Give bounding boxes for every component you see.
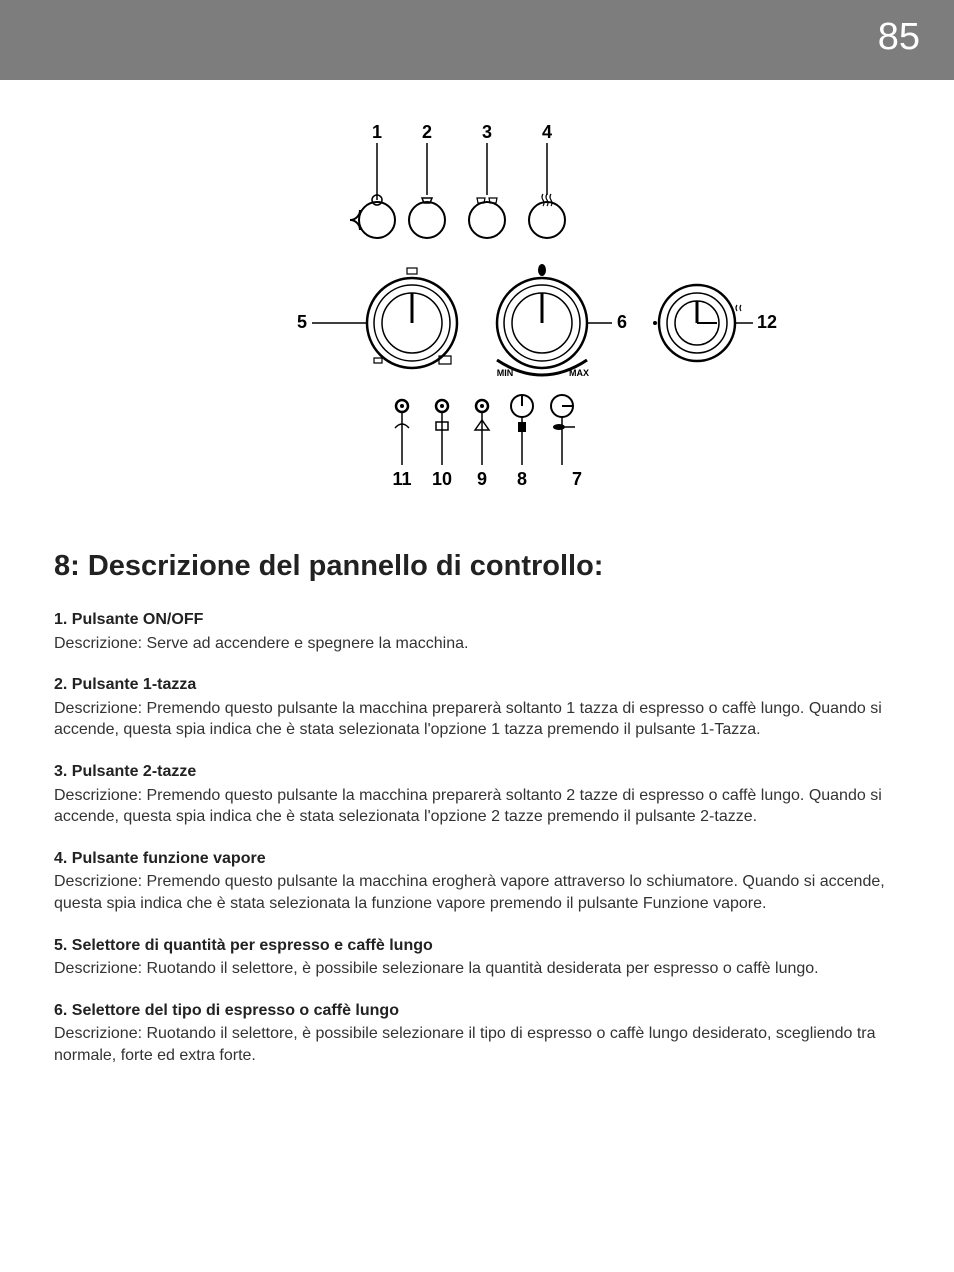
dial-steam-icon (653, 285, 741, 361)
item-3: 3. Pulsante 2-tazze Descrizione: Premend… (54, 761, 900, 828)
indicator-11-icon (395, 400, 409, 465)
header-bar: 85 (0, 0, 954, 80)
min-label: MIN (497, 368, 514, 378)
item-6: 6. Selettore del tipo di espresso o caff… (54, 1000, 900, 1067)
dial-strength-icon: MIN MAX (497, 264, 589, 378)
item-title: 1. Pulsante ON/OFF (54, 609, 900, 631)
item-desc: Descrizione: Serve ad accendere e spegne… (54, 633, 900, 655)
section-title: 8: Descrizione del pannello di controllo… (54, 550, 900, 583)
indicator-8-icon (511, 395, 533, 465)
diagram-label-4: 4 (542, 122, 552, 142)
diagram-label-9: 9 (477, 469, 487, 489)
item-desc: Descrizione: Ruotando il selettore, è po… (54, 958, 900, 980)
diagram-label-3: 3 (482, 122, 492, 142)
item-desc: Descrizione: Premendo questo pulsante la… (54, 785, 900, 828)
button-steam-icon (529, 194, 565, 238)
control-panel-diagram: 1 2 3 4 5 (177, 110, 777, 510)
indicator-7-icon (551, 395, 575, 465)
item-title: 6. Selettore del tipo di espresso o caff… (54, 1000, 900, 1022)
indicator-10-icon (436, 400, 448, 465)
diagram-label-5: 5 (297, 312, 307, 332)
button-on-off-icon (350, 194, 395, 238)
dial-quantity-icon (367, 268, 457, 368)
diagram-label-1: 1 (372, 122, 382, 142)
diagram-label-11: 11 (392, 469, 411, 489)
item-5: 5. Selettore di quantità per espresso e … (54, 935, 900, 980)
item-4: 4. Pulsante funzione vapore Descrizione:… (54, 848, 900, 915)
item-title: 2. Pulsante 1-tazza (54, 674, 900, 696)
item-title: 3. Pulsante 2-tazze (54, 761, 900, 783)
button-1-cup-icon (409, 198, 445, 238)
item-1: 1. Pulsante ON/OFF Descrizione: Serve ad… (54, 609, 900, 654)
item-desc: Descrizione: Premendo questo pulsante la… (54, 698, 900, 741)
button-2-cups-icon (469, 198, 505, 238)
item-title: 5. Selettore di quantità per espresso e … (54, 935, 900, 957)
item-desc: Descrizione: Premendo questo pulsante la… (54, 871, 900, 914)
diagram-label-8: 8 (517, 469, 527, 489)
content-area: 8: Descrizione del pannello di controllo… (0, 550, 954, 1067)
diagram-label-6: 6 (617, 312, 627, 332)
item-desc: Descrizione: Ruotando il selettore, è po… (54, 1023, 900, 1066)
diagram-label-7: 7 (572, 469, 582, 489)
diagram-label-12: 12 (757, 312, 777, 332)
diagram-label-2: 2 (422, 122, 432, 142)
item-title: 4. Pulsante funzione vapore (54, 848, 900, 870)
indicator-9-icon (475, 400, 489, 465)
page-number: 85 (878, 16, 920, 59)
diagram-label-10: 10 (432, 469, 452, 489)
item-2: 2. Pulsante 1-tazza Descrizione: Premend… (54, 674, 900, 741)
